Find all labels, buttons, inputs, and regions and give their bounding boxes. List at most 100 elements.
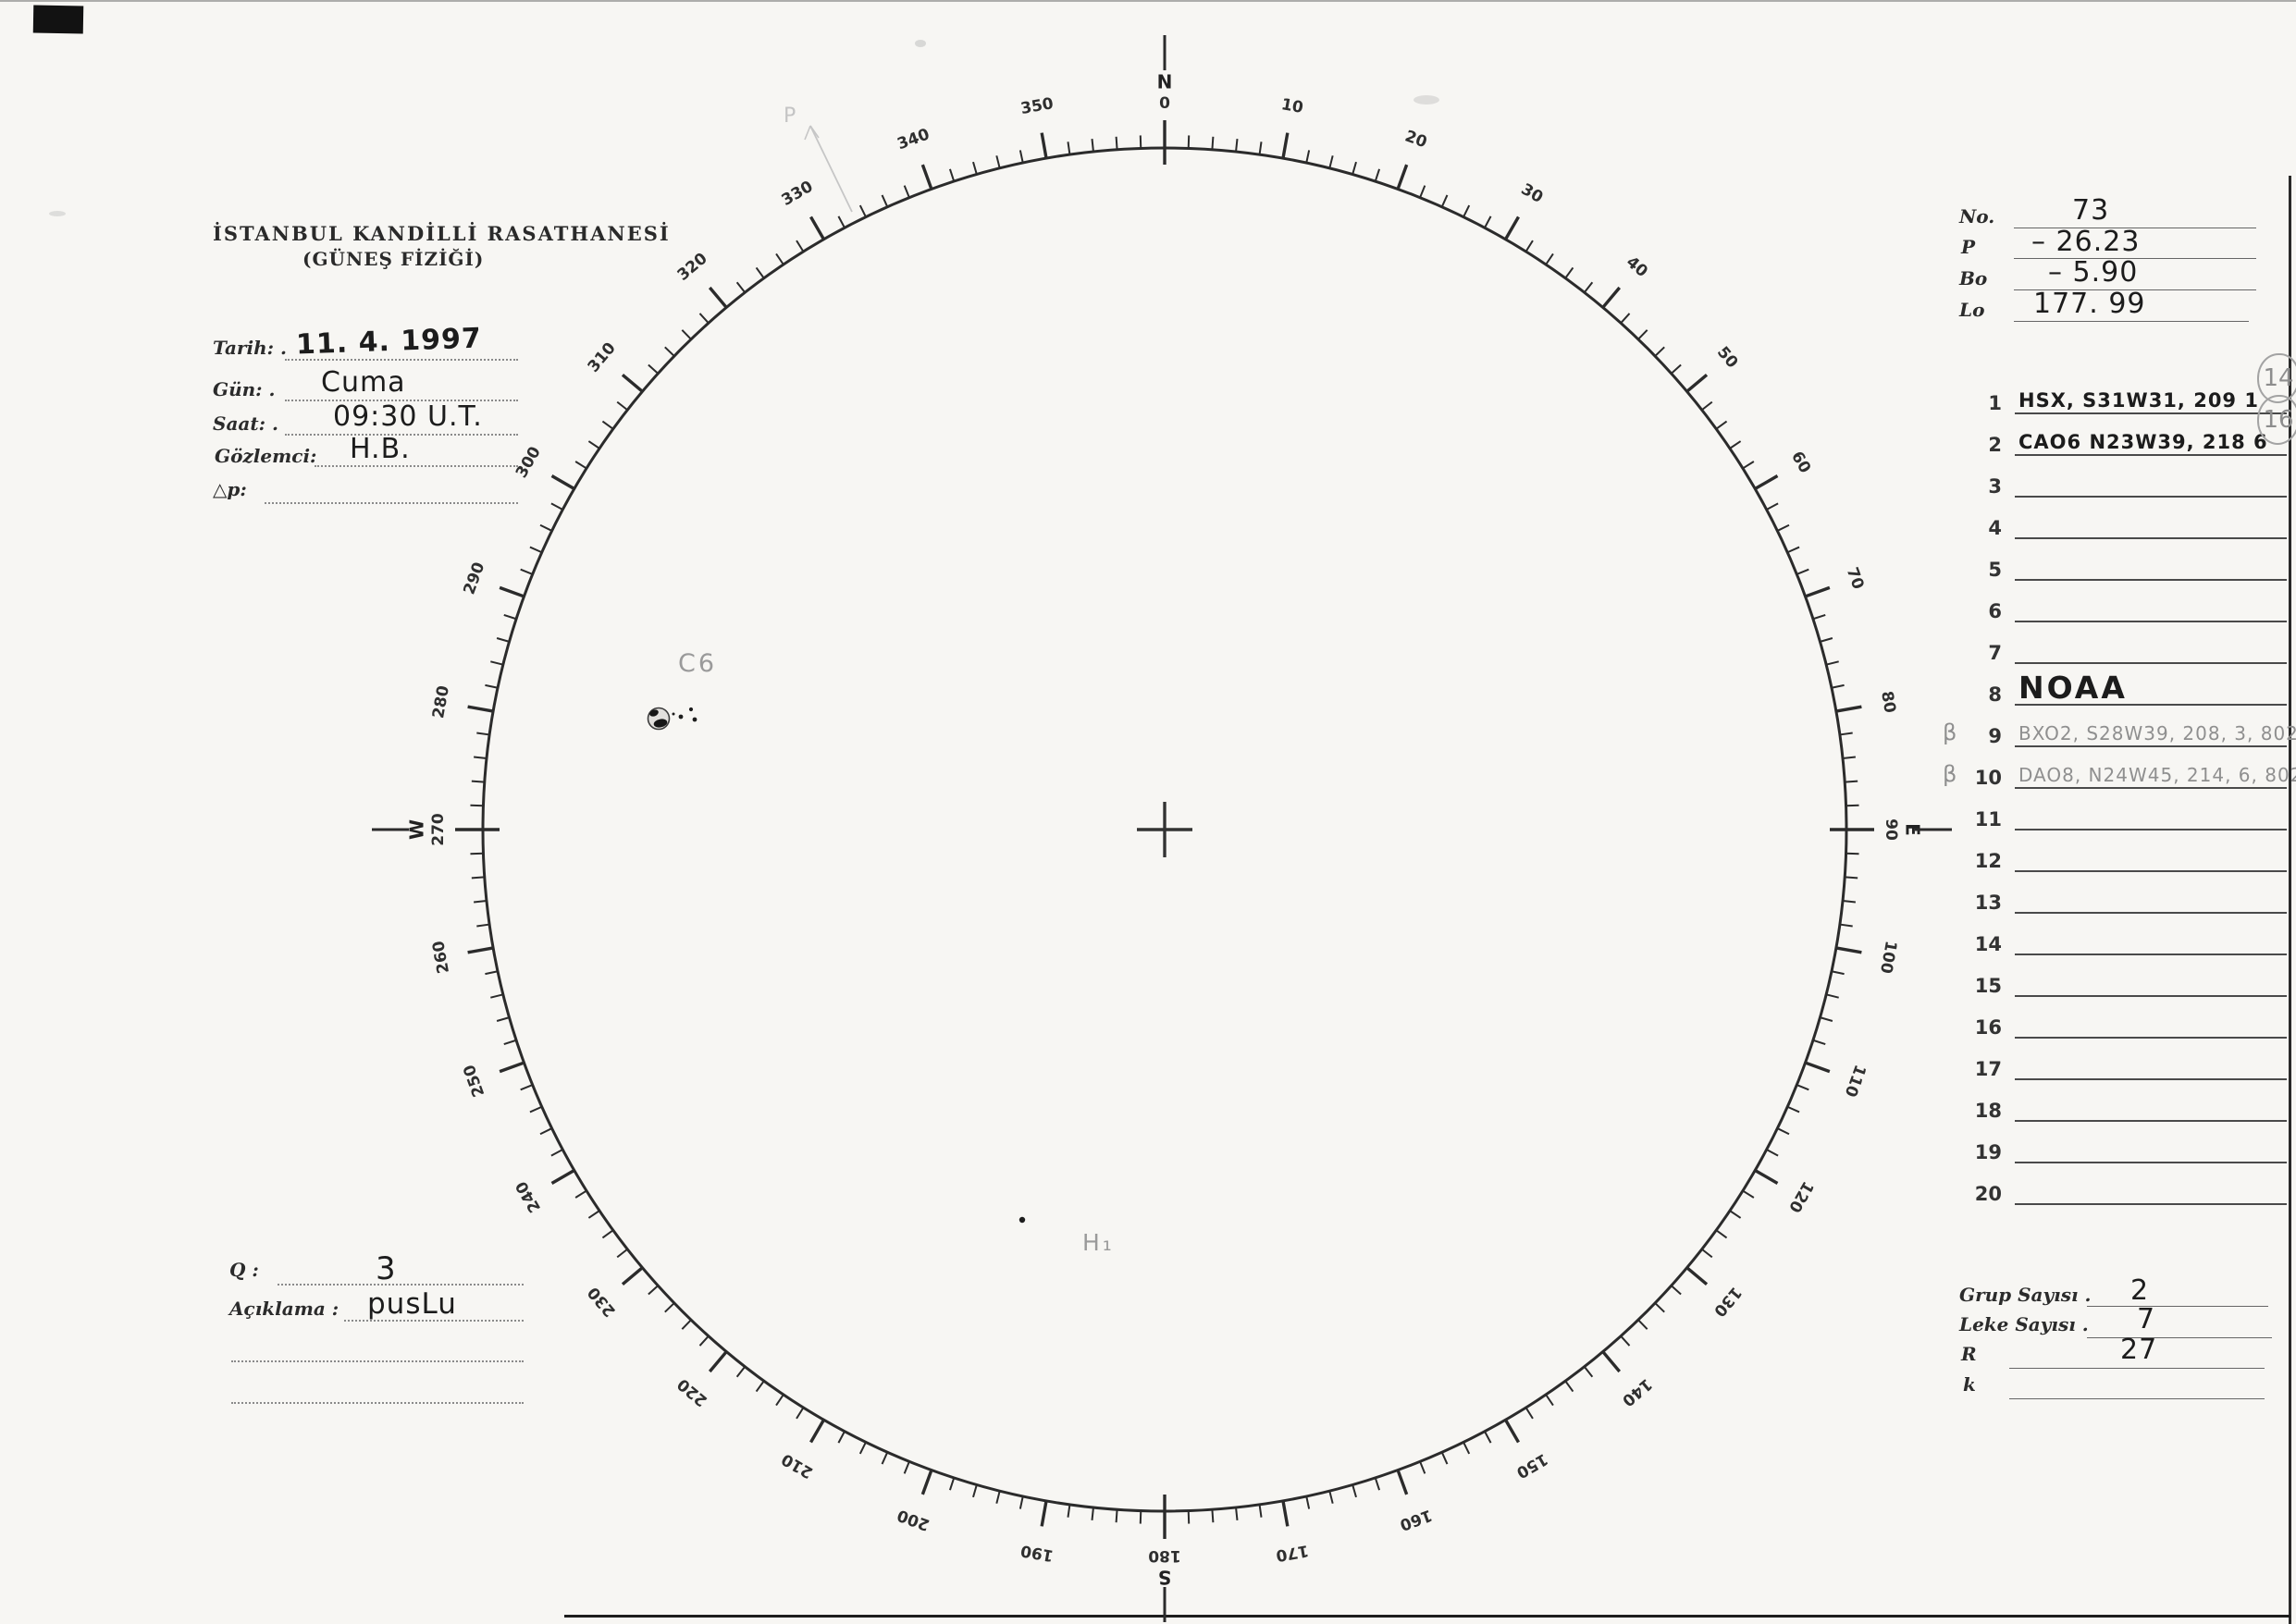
field-value-gun: Cuma [321,366,406,399]
degree-label: 150 [1512,1449,1550,1482]
degree-tick [1374,168,1381,182]
degree-tick [467,946,494,954]
field-label-gun: Gün: . [213,378,276,400]
degree-tick [1211,1509,1215,1523]
cardinal-degree-label: 180 [1148,1546,1181,1565]
degree-tick [755,1380,765,1393]
magnetic-class-prefix [1943,1078,1963,1080]
group-row: β 9 BXO2, S28W39, 208, 3, 8027 [1943,708,2296,747]
degree-tick [1766,1149,1779,1157]
ephemeris-label-lo: Lo [1959,299,1985,321]
degree-tick [1440,194,1449,208]
ephemeris-line [2014,289,2256,290]
degree-label: 280 [429,684,453,720]
row-line: DAO8, N24W45, 214, 6, 8029 [2015,748,2296,789]
degree-tick [529,546,543,554]
degree-label: 50 [1713,343,1742,372]
sunspot-pore [678,714,684,720]
degree-tick [1463,1441,1471,1455]
sunspot-pore [692,717,697,722]
degree-tick [1352,161,1357,175]
degree-tick [587,440,600,449]
degree-tick [1715,420,1728,430]
group-row: 8 NOAA [1943,667,2287,706]
degree-tick [1825,993,1839,999]
degree-tick [616,400,628,412]
degree-tick [1620,1335,1631,1347]
group-row: 16 [1943,1000,2287,1039]
degree-label: 100 [1876,940,1900,976]
summary-value-leke: 7 [2137,1303,2156,1335]
degree-tick [1018,150,1024,164]
row-number: 14 [1974,933,2002,955]
pencil-annotation: P [784,105,798,128]
degree-tick [1211,136,1215,150]
row-line [2015,915,2287,955]
row-line: CAO6 N23W39, 218 6 16 [2015,395,2296,456]
ephemeris-label-no: No. [1959,205,1995,228]
field-line [285,400,518,401]
degree-tick [1845,780,1858,783]
degree-tick [1067,1504,1071,1518]
degree-tick [503,1039,517,1046]
row-line [2015,831,2287,872]
degree-tick [1786,1105,1800,1113]
degree-tick [1281,1500,1290,1527]
degree-tick [1601,1350,1622,1373]
group-row: 1 HSX, S31W31, 209 1 14 [1943,353,2296,414]
row-line [2015,540,2287,581]
scan-top-edge [0,0,2296,2]
summary-line [2087,1337,2272,1338]
field-label-tarih: Tarih: . [213,337,287,359]
degree-tick [995,155,1001,169]
summary-value-r: 27 [2120,1334,2158,1366]
group-row: β 10 DAO8, N24W45, 214, 6, 8029 [1943,748,2296,789]
scan-bottom-edge [564,1615,2290,1618]
degree-tick [1067,141,1071,155]
row-number: 11 [1974,808,2002,830]
field-value-tarih: 11. 4. 1997 [295,322,483,362]
row-line: NOAA [2015,665,2287,706]
degree-tick [490,993,504,999]
degree-tick [1742,1189,1755,1199]
degree-tick [1701,400,1713,412]
group-row: 4 [1943,500,2287,539]
degree-tick [1831,683,1845,689]
pencil-arrowhead [809,125,820,139]
sunspot-umbra [649,709,659,717]
degree-label: 80 [1877,690,1899,715]
degree-tick [490,660,504,666]
degree-tick [587,1210,600,1219]
degree-tick [1654,1302,1665,1313]
row-number: 2 [1988,434,2002,456]
row-line [2015,498,2287,539]
summary-label-leke: Leke Sayısı . [1959,1313,2089,1335]
magnetic-class-prefix [1943,995,1963,997]
degree-tick [601,420,614,430]
cardinal-letter: E [1902,823,1924,836]
row-number: 4 [1988,517,2002,539]
degree-tick [1419,185,1426,199]
degree-tick [1328,1490,1334,1504]
degree-tick [1545,252,1554,265]
degree-tick [796,240,805,252]
degree-tick [1018,1495,1024,1509]
degree-tick [1524,1407,1534,1420]
remark-value: pusLu [367,1287,457,1321]
degree-tick [1812,1039,1826,1046]
group-entry-text: BXO2, S28W39, 208, 3, 8027 [2018,722,2296,744]
ephemeris-value-p: – 26.23 [2031,226,2141,258]
degree-tick [1504,1419,1520,1444]
group-entry-text: NOAA [2018,670,2128,706]
magnetic-class-prefix [1943,829,1963,830]
row-number: 3 [1988,475,2002,498]
row-line [2015,457,2287,498]
degree-tick [1564,1380,1574,1393]
cardinal-degree-label: 270 [429,813,448,846]
group-row: 17 [1943,1041,2287,1080]
degree-tick [1545,1394,1554,1407]
degree-tick [809,1419,825,1444]
degree-tick [1504,215,1520,240]
ephemeris-label-bo: Bo [1959,267,1988,289]
